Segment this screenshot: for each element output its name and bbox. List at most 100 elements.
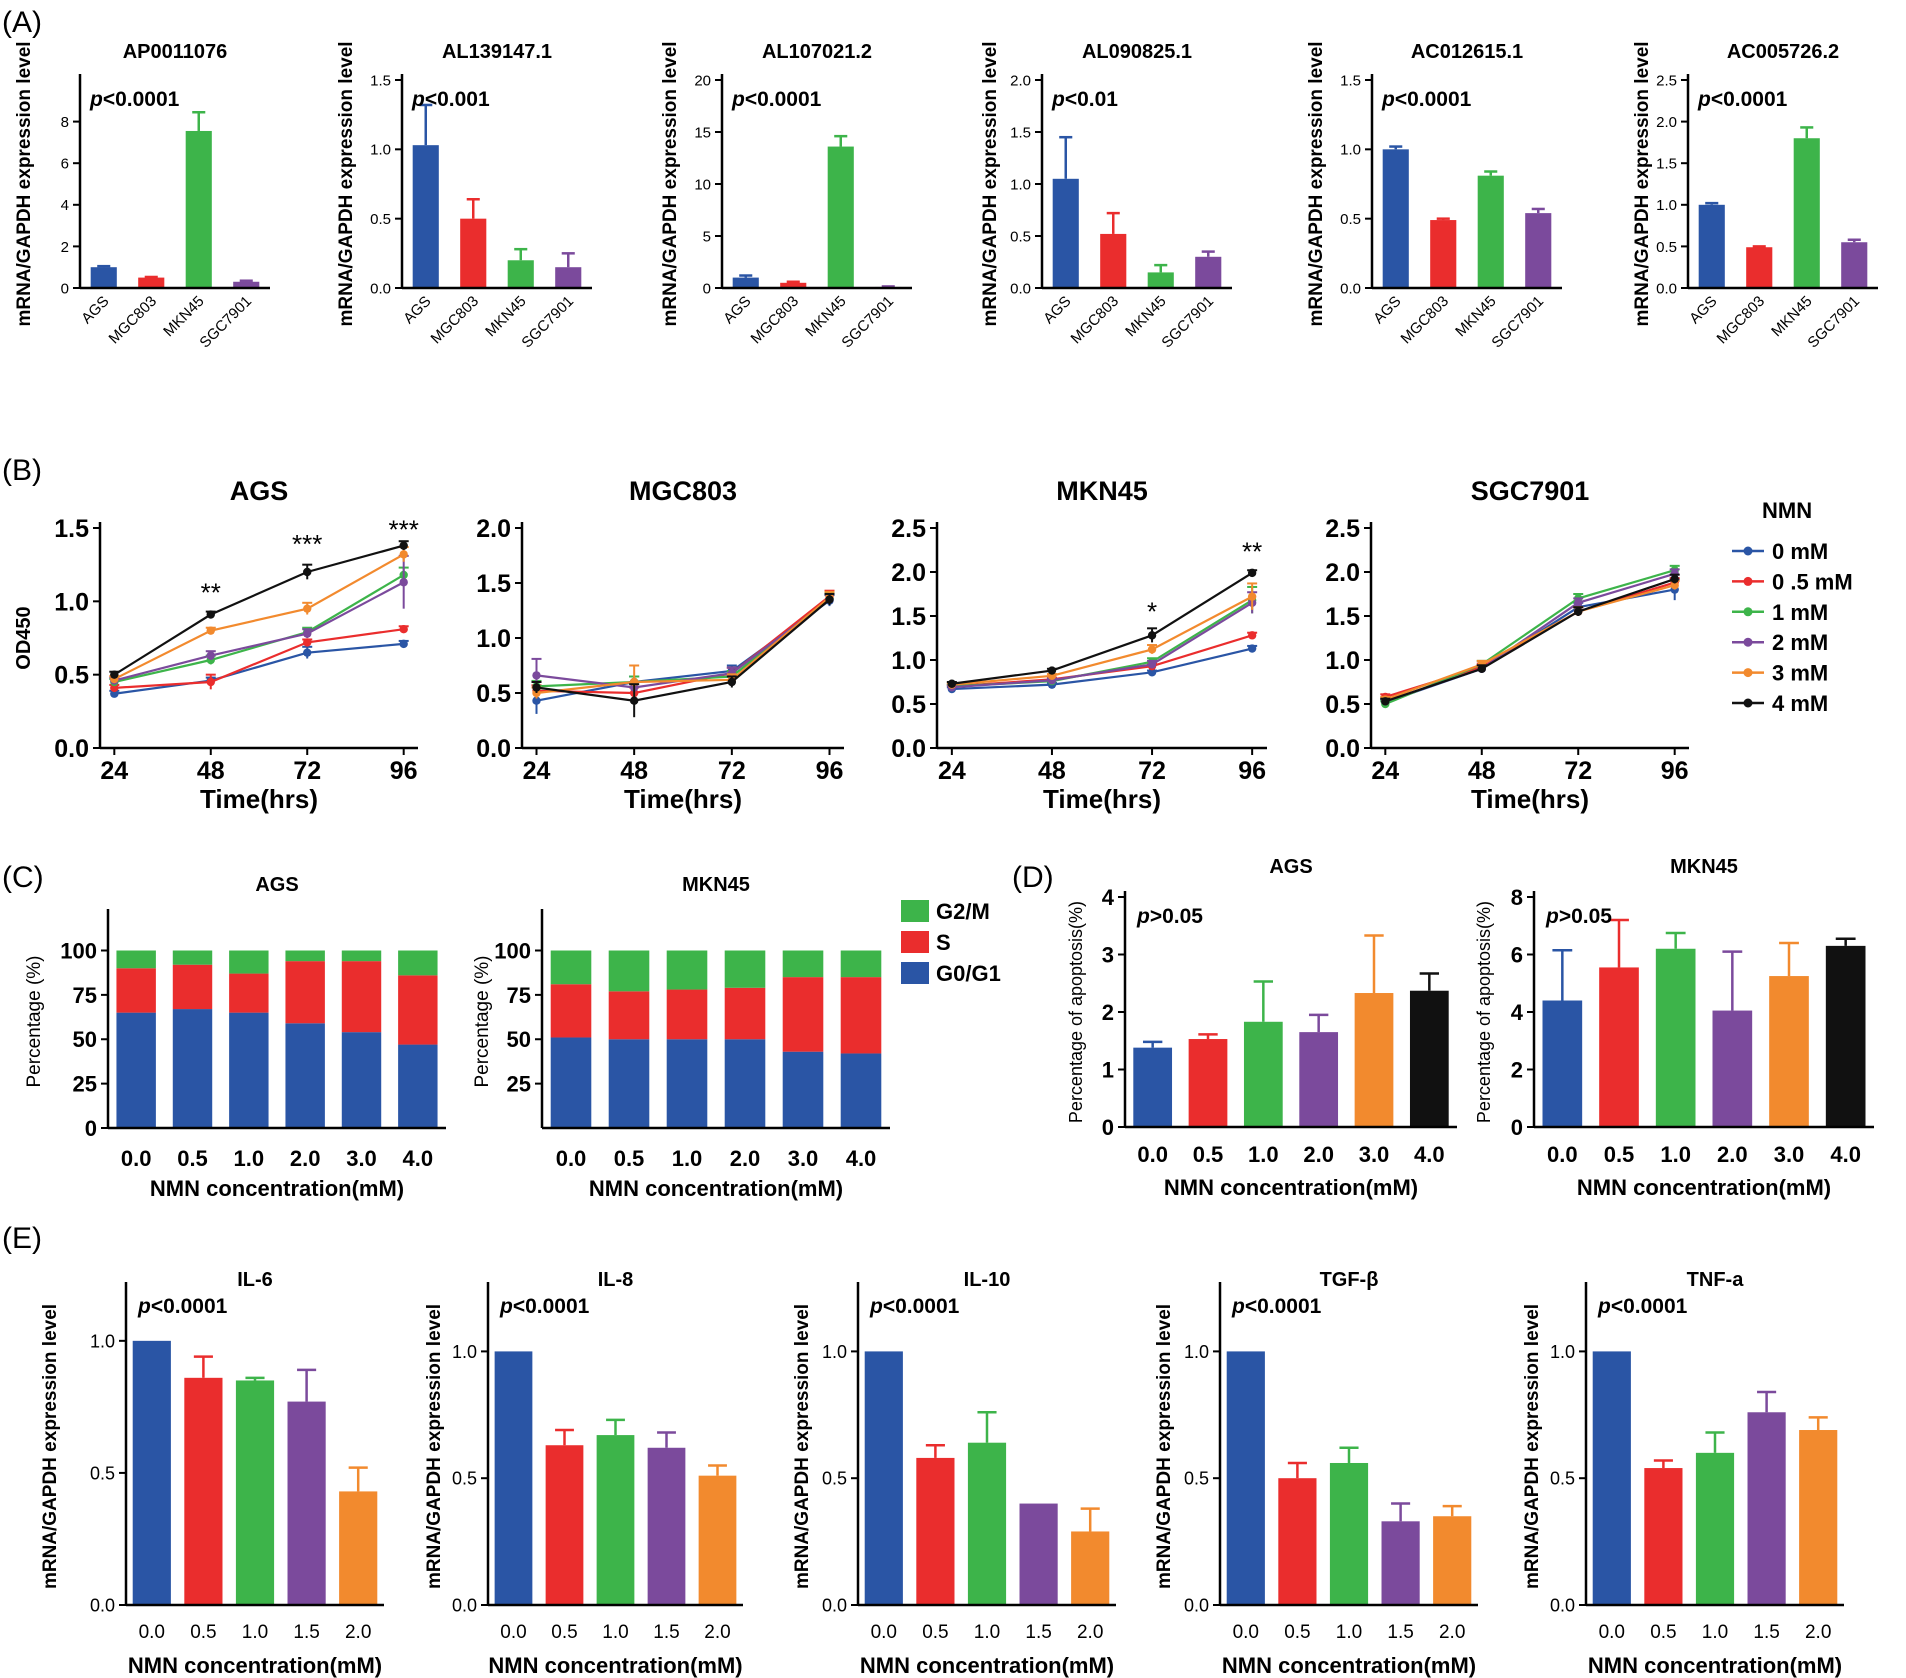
y-tick-label: 1.5 xyxy=(370,72,391,89)
y-tick-label: 0.0 xyxy=(1550,1595,1575,1615)
data-point xyxy=(1147,645,1157,654)
x-tick-label: 24 xyxy=(938,757,966,785)
chart-title: IL-8 xyxy=(598,1269,634,1291)
x-tick-label: 2.0 xyxy=(1805,1622,1831,1643)
bar xyxy=(494,1351,533,1605)
y-tick-label: 4 xyxy=(1511,1000,1524,1025)
x-tick-label: MGC803 xyxy=(1714,293,1768,347)
chart-title: AC012615.1 xyxy=(1411,41,1523,63)
p-value-annotation: p<0.0001 xyxy=(89,88,180,111)
y-tick-label: 6 xyxy=(1511,942,1523,967)
x-tick-label: 0.5 xyxy=(551,1622,577,1643)
data-point xyxy=(399,639,408,649)
bar xyxy=(1133,1047,1173,1127)
significance-mark: ** xyxy=(201,577,221,607)
legend-label: 1 mM xyxy=(1772,600,1828,625)
y-tick-label: 2 xyxy=(1102,1000,1114,1025)
legend-swatch xyxy=(901,962,929,984)
y-tick-label: 2.5 xyxy=(1325,515,1360,543)
data-point xyxy=(1670,574,1679,584)
y-tick-label: 0.5 xyxy=(90,1463,115,1483)
bar xyxy=(698,1475,737,1605)
segment-g2m xyxy=(229,950,269,974)
x-tick-label: 0.5 xyxy=(1193,1142,1224,1167)
x-tick-label: 0.5 xyxy=(1284,1622,1310,1643)
segment-g0g1 xyxy=(840,1053,882,1128)
data-point xyxy=(532,683,541,692)
x-tick-label: 0.0 xyxy=(121,1146,152,1171)
x-tick-label: 1.0 xyxy=(602,1622,628,1643)
y-tick-label: 8 xyxy=(1511,885,1523,910)
y-tick-label: 0.0 xyxy=(1656,280,1677,297)
bar xyxy=(732,277,759,288)
p-value-annotation: p<0.0001 xyxy=(499,1295,590,1318)
bar xyxy=(1525,213,1552,288)
y-tick-label: 1.5 xyxy=(1010,124,1031,141)
chart-e4: 0.0 0.5 1.0 1.5 2.0 0.0 0.5 1.0 mRNA/GAPDH expre… xyxy=(1154,1269,1478,1678)
panel-label-b: (B) xyxy=(2,454,42,487)
x-tick-label: 3.0 xyxy=(788,1146,819,1171)
legend-marker xyxy=(1743,668,1753,678)
segment-g2m xyxy=(840,950,882,978)
segment-g0g1 xyxy=(285,1023,325,1128)
data-point xyxy=(1147,668,1157,677)
segment-s xyxy=(724,987,766,1040)
chart-e1: 0.0 0.5 1.0 1.5 2.0 0.0 0.5 1.0 mRNA/GAPDH expre… xyxy=(40,1269,384,1678)
bar xyxy=(1747,1412,1786,1605)
legend-label: 3 mM xyxy=(1772,661,1828,686)
panel-label-c: (C) xyxy=(2,861,44,894)
y-tick-label: 0 xyxy=(1511,1115,1523,1140)
x-tick-label: 2.0 xyxy=(1303,1142,1334,1167)
p-value-annotation: p<0.001 xyxy=(411,88,490,111)
bar xyxy=(1071,1531,1110,1605)
x-tick-label: 4.0 xyxy=(1830,1142,1861,1167)
x-tick-label: 1.0 xyxy=(234,1146,265,1171)
bar xyxy=(1542,1000,1583,1127)
x-tick-label: SGC7901 xyxy=(838,293,897,352)
bar xyxy=(916,1457,955,1605)
bar xyxy=(1382,149,1409,288)
series-line-2mm xyxy=(114,581,405,682)
y-tick-label: 0.0 xyxy=(476,735,511,763)
bar xyxy=(1100,233,1127,288)
x-tick-label: 1.0 xyxy=(672,1146,703,1171)
x-tick-label: AGS xyxy=(1370,293,1404,327)
x-tick-label: 24 xyxy=(100,757,128,785)
x-tick-label: MGC803 xyxy=(748,293,802,347)
series-line-0mm xyxy=(114,642,404,695)
legend-label: 4 mM xyxy=(1772,691,1828,716)
legend-label: 0 mM xyxy=(1772,539,1828,564)
x-tick-label: 72 xyxy=(1138,757,1166,785)
bar xyxy=(287,1401,326,1605)
y-axis-label: mRNA/GAPDH expression level xyxy=(1306,41,1327,326)
x-tick-label: 0.0 xyxy=(139,1622,165,1643)
y-tick-label: 0.0 xyxy=(1010,280,1031,297)
p-value-annotation: p<0.0001 xyxy=(1381,88,1472,111)
x-tick-label: MGC803 xyxy=(428,293,482,347)
legend-marker xyxy=(1743,637,1753,647)
legend-swatch xyxy=(901,931,929,953)
data-point xyxy=(532,671,541,680)
x-tick-label: 4.0 xyxy=(403,1146,434,1171)
y-tick-label: 0.0 xyxy=(1184,1595,1209,1615)
series-line-3mm xyxy=(113,553,405,681)
bar xyxy=(1019,1503,1058,1605)
x-axis-label: NMN concentration(mM) xyxy=(860,1653,1114,1678)
bar xyxy=(1799,1430,1838,1605)
bar xyxy=(1825,945,1866,1127)
segment-g0g1 xyxy=(229,1012,269,1128)
x-tick-label: 1.0 xyxy=(1702,1622,1728,1643)
x-tick-label: 4.0 xyxy=(1414,1142,1445,1167)
y-tick-label: 50 xyxy=(73,1027,97,1052)
y-tick-label: 0.0 xyxy=(891,735,926,763)
chart-title: AC005726.2 xyxy=(1727,41,1839,63)
y-axis-label: mRNA/GAPDH expression level xyxy=(660,41,681,326)
legend-label: 2 mM xyxy=(1772,630,1828,655)
y-tick-label: 2.5 xyxy=(1656,72,1677,89)
data-point xyxy=(110,670,119,679)
data-point xyxy=(399,541,408,550)
bar xyxy=(507,260,534,288)
y-tick-label: 0.5 xyxy=(1656,239,1677,256)
